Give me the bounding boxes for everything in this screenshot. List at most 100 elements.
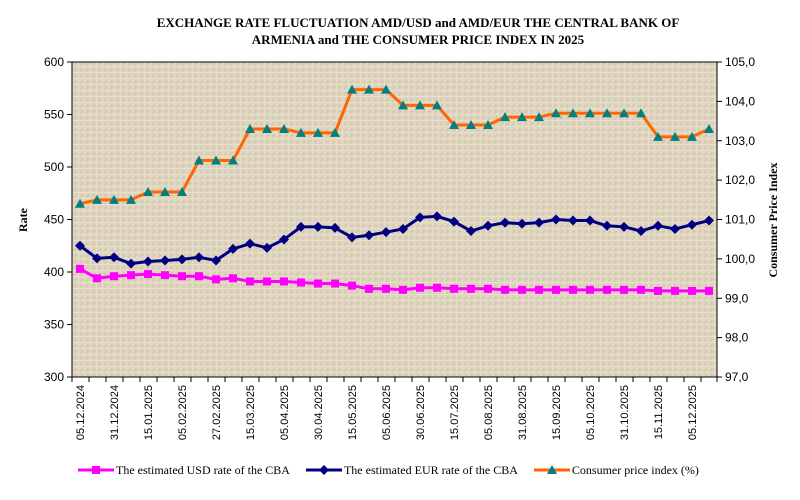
legend-label-eur: The estimated EUR rate of the CBA bbox=[343, 462, 518, 477]
y2-tick-label: 105,0 bbox=[725, 55, 755, 69]
data-point-eur bbox=[109, 252, 119, 263]
x-tick-label: 31.08.2025 bbox=[517, 385, 529, 440]
x-tick-label: 05.10.2025 bbox=[585, 385, 597, 440]
data-point-eur bbox=[313, 221, 323, 232]
data-point-usd bbox=[212, 275, 220, 284]
data-point-eur bbox=[347, 232, 357, 243]
y-tick-label: 500 bbox=[44, 160, 64, 174]
data-point-eur bbox=[279, 234, 289, 245]
data-point-eur bbox=[381, 227, 391, 238]
data-point-usd bbox=[161, 271, 169, 280]
y2-tick-label: 101,0 bbox=[725, 213, 755, 227]
data-point-cpi bbox=[262, 123, 272, 133]
data-point-eur bbox=[194, 252, 204, 263]
data-point-usd bbox=[620, 285, 628, 294]
data-point-usd bbox=[314, 279, 322, 288]
legend-item-usd: The estimated USD rate of the CBA bbox=[78, 463, 290, 478]
data-point-usd bbox=[450, 284, 458, 293]
data-point-usd bbox=[637, 285, 645, 294]
data-point-usd bbox=[246, 277, 254, 286]
data-point-eur bbox=[245, 238, 255, 249]
data-point-eur bbox=[602, 220, 612, 231]
legend-item-cpi: Consumer price index (%) bbox=[533, 463, 699, 478]
data-point-usd bbox=[518, 285, 526, 294]
data-point-eur bbox=[177, 254, 187, 265]
legend-swatch-usd bbox=[78, 466, 114, 474]
data-point-usd bbox=[76, 264, 84, 273]
data-point-cpi bbox=[466, 120, 476, 129]
data-point-usd bbox=[552, 285, 560, 294]
data-point-usd bbox=[93, 274, 101, 283]
data-point-cpi bbox=[126, 194, 136, 204]
y2-tick-label: 97,0 bbox=[725, 370, 749, 384]
data-point-cpi bbox=[704, 123, 714, 133]
x-tick-label: 05.02.2025 bbox=[177, 385, 189, 440]
data-point-usd bbox=[280, 277, 288, 286]
data-point-cpi bbox=[381, 84, 391, 94]
x-tick-label: 05.12.2024 bbox=[75, 385, 87, 440]
data-point-cpi bbox=[279, 123, 289, 133]
data-point-eur bbox=[585, 215, 595, 226]
y-tick-label: 300 bbox=[44, 370, 64, 384]
x-tick-label: 31.10.2025 bbox=[619, 385, 631, 440]
data-point-usd bbox=[535, 285, 543, 294]
x-tick-label: 05.12.2025 bbox=[687, 385, 699, 440]
data-point-eur bbox=[619, 221, 629, 232]
data-point-usd bbox=[382, 284, 390, 293]
data-point-usd bbox=[365, 284, 373, 293]
data-point-usd bbox=[654, 286, 662, 295]
data-point-cpi bbox=[92, 194, 102, 204]
y2-tick-label: 103,0 bbox=[725, 134, 755, 148]
x-tick-label: 15.07.2025 bbox=[449, 385, 461, 440]
x-tick-label: 30.04.2025 bbox=[313, 385, 325, 440]
data-point-eur bbox=[126, 258, 136, 269]
data-point-cpi bbox=[330, 127, 340, 137]
data-point-usd bbox=[229, 274, 237, 283]
data-point-cpi bbox=[245, 123, 255, 133]
x-tick-label: 27.02.2025 bbox=[211, 385, 223, 440]
data-point-cpi bbox=[194, 155, 204, 165]
y-tick-label: 600 bbox=[44, 55, 64, 69]
data-point-cpi bbox=[211, 155, 221, 165]
data-point-eur bbox=[704, 215, 714, 226]
data-point-cpi bbox=[551, 108, 561, 118]
data-point-cpi bbox=[602, 108, 612, 118]
data-point-cpi bbox=[534, 112, 544, 122]
y-axis-title: Rate bbox=[16, 207, 30, 232]
data-point-eur bbox=[330, 222, 340, 233]
chart-title: EXCHANGE RATE FLUCTUATION AMD/USD and AM… bbox=[0, 14, 800, 48]
data-point-usd bbox=[348, 281, 356, 290]
data-point-usd bbox=[433, 283, 441, 292]
data-point-eur bbox=[687, 219, 697, 230]
x-tick-label: 15.03.2025 bbox=[245, 385, 257, 440]
y2-tick-label: 102,0 bbox=[725, 173, 755, 187]
x-tick-label: 05.04.2025 bbox=[279, 385, 291, 440]
data-point-cpi bbox=[75, 198, 85, 208]
data-point-usd bbox=[569, 285, 577, 294]
data-point-cpi bbox=[143, 186, 153, 196]
data-point-cpi bbox=[500, 112, 510, 122]
data-point-cpi bbox=[483, 120, 493, 129]
data-point-usd bbox=[127, 271, 135, 280]
legend-swatch-cpi bbox=[533, 465, 570, 474]
data-point-eur bbox=[364, 230, 374, 241]
data-point-cpi bbox=[653, 131, 663, 141]
x-tick-label: 15.09.2025 bbox=[551, 385, 563, 440]
chart-title-line-1: EXCHANGE RATE FLUCTUATION AMD/USD and AM… bbox=[156, 15, 680, 30]
legend-item-eur: The estimated EUR rate of the CBA bbox=[305, 462, 518, 478]
data-point-eur bbox=[160, 255, 170, 266]
data-point-eur bbox=[517, 218, 527, 229]
y-tick-label: 350 bbox=[44, 318, 64, 332]
data-point-usd bbox=[603, 285, 611, 294]
data-point-usd bbox=[501, 285, 509, 294]
x-tick-label: 15.11.2025 bbox=[653, 385, 665, 439]
legend-label-usd: The estimated USD rate of the CBA bbox=[116, 462, 290, 477]
data-point-usd bbox=[671, 286, 679, 295]
data-point-cpi bbox=[347, 84, 357, 94]
data-point-cpi bbox=[398, 100, 408, 110]
data-point-eur bbox=[75, 240, 85, 251]
data-point-cpi bbox=[364, 84, 374, 94]
legend-swatch-eur bbox=[305, 465, 342, 475]
data-point-cpi bbox=[636, 108, 646, 118]
y2-tick-label: 99,0 bbox=[725, 291, 749, 305]
